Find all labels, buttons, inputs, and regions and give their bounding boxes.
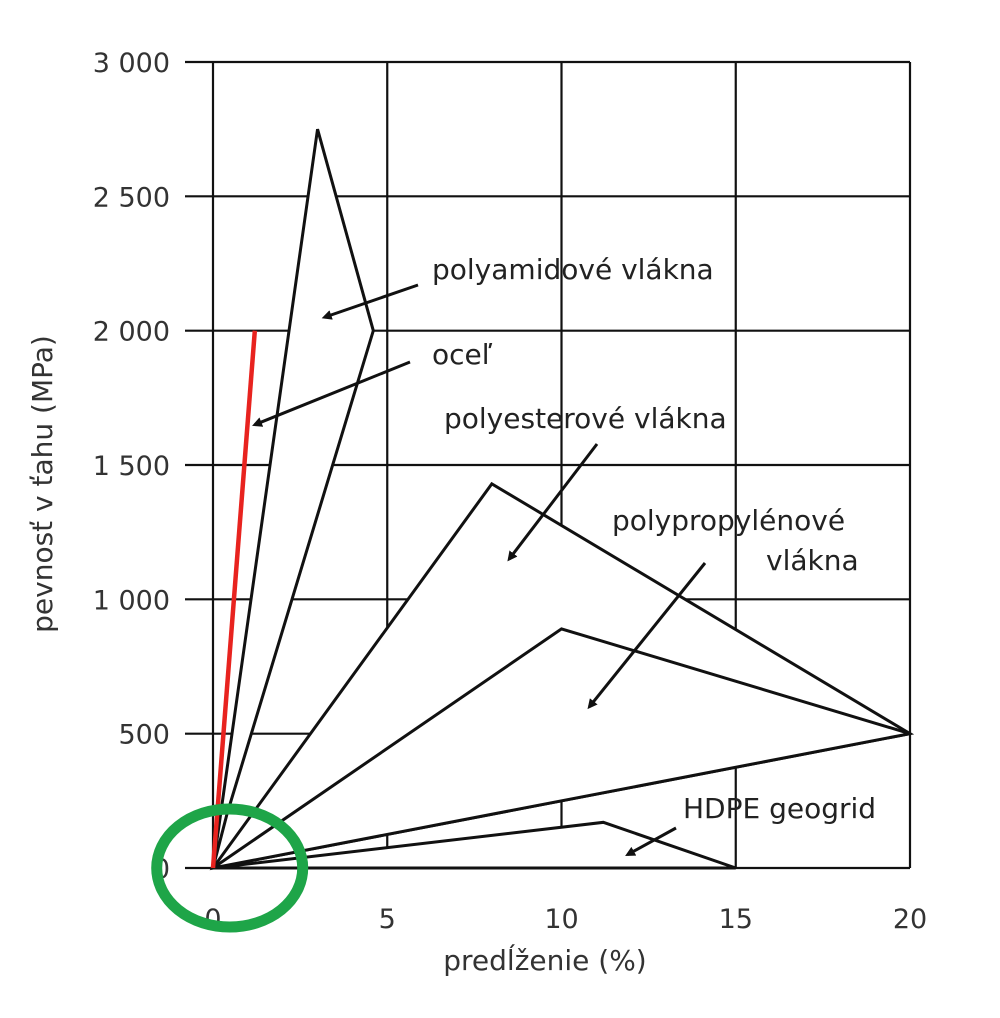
highlight-ellipse [151,803,309,933]
annotations: polyamidové vlákna oceľ polyesterové vlákn… [252,253,876,857]
data-lines [210,330,258,869]
x-axis-title: predĺženie (%) [443,943,646,977]
annotation-label: polyesterové vlákna [444,402,727,435]
x-tick-label: 20 [893,904,927,935]
annotation-arrow [587,562,707,710]
region-polypropylenove-vlakna [212,627,911,870]
line-ocel [210,330,258,869]
annotation-label: oceľ [432,338,493,371]
x-tick-label: 15 [719,904,753,935]
annotation-arrow [321,283,419,320]
annotation-arrow [252,360,411,427]
annotation-label: polyamidové vlákna [432,253,714,286]
y-tick-label: 2 500 [93,182,170,213]
y-tick-label: 1 000 [93,585,170,616]
y-tick-label: 1 500 [93,451,170,482]
y-tick-label: 500 [118,720,170,751]
x-tick-label: 10 [544,904,578,935]
y-axis-title: pevnosť v ťahu (MPa) [26,335,59,633]
y-tick-label: 3 000 [93,48,170,79]
annotation-arrow [625,826,677,857]
annotation-label: polypropylénové [612,504,845,537]
annotation-arrow [507,443,599,562]
region-hdpe-geogrid [212,820,737,870]
highlight-circle [151,803,309,933]
annotation-label: vlákna [766,544,859,577]
y-tick-label: 2 000 [93,317,170,348]
x-tick-label: 5 [379,904,396,935]
annotation-label: HDPE geogrid [683,792,876,825]
